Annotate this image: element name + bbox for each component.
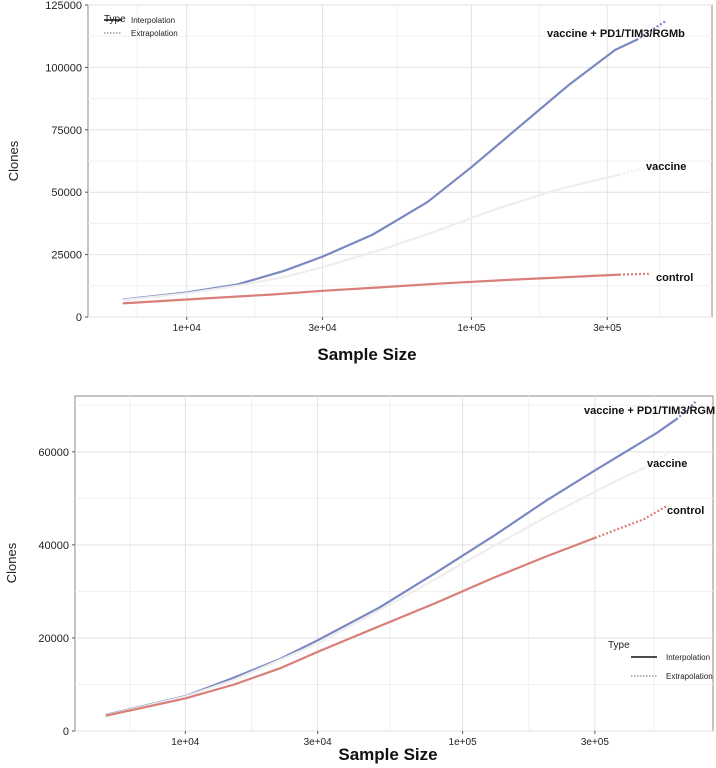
y-tick-label: 40000 (38, 540, 69, 552)
legend-label: Extrapolation (131, 29, 178, 38)
series-line-interpolation (122, 173, 621, 302)
series-vaccine-pd1-tim3-rgmb (122, 20, 666, 301)
x-tick-label: 1e+05 (457, 323, 486, 334)
y-tick-label: 100000 (45, 62, 82, 74)
y-tick-label: 75000 (51, 125, 82, 137)
series-label: control (656, 272, 693, 284)
series-label: control (667, 505, 704, 517)
y-tick-label: 60000 (38, 447, 69, 459)
x-tick-label: 1e+04 (173, 323, 202, 334)
major-grid (75, 396, 713, 732)
x-tick-label: 3e+04 (304, 737, 333, 748)
series-control (105, 504, 669, 717)
y-tick-label: 0 (63, 726, 69, 738)
series-line-extrapolation (635, 20, 666, 41)
x-tick-label: 3e+05 (593, 323, 622, 334)
chart-bottom: 1e+04 3e+04 1e+05 3e+05 0 20000 40000 60000 vacc… (4, 395, 715, 764)
series-line-extrapolation (643, 450, 671, 470)
series-line-extrapolation (594, 504, 669, 539)
x-axis-title: Sample Size (338, 745, 437, 764)
y-tick-label: 20000 (38, 633, 69, 645)
legend-title: Type (608, 640, 630, 651)
x-tick-label: 3e+04 (309, 323, 338, 334)
series-line-interpolation (105, 418, 678, 716)
y-tick-label: 0 (76, 312, 82, 324)
chart-top: 1e+04 3e+04 1e+05 3e+05 0 25000 50000 75000 1000… (6, 0, 713, 364)
series-vaccine-pd1-tim3-rgm (105, 399, 698, 716)
y-tick-label: 25000 (51, 250, 82, 262)
series-label: vaccine (646, 161, 686, 173)
series-line-interpolation (122, 38, 638, 301)
series-label: vaccine + PD1/TIM3/RGM (584, 405, 715, 417)
y-tick-label: 50000 (51, 187, 82, 199)
series-label: vaccine + PD1/TIM3/RGMb (547, 28, 685, 40)
series-line-interpolation (122, 273, 621, 305)
y-tick-label: 125000 (45, 0, 82, 12)
series-label: vaccine (647, 458, 687, 470)
y-axis-title: Clones (4, 542, 19, 583)
x-tick-label: 3e+05 (581, 737, 610, 748)
series-line-extrapolation (675, 399, 698, 421)
legend: Type Interpolation Extrapolation (608, 640, 713, 681)
legend-label: Interpolation (131, 16, 175, 25)
series-control (122, 272, 649, 305)
series-line-extrapolation (618, 163, 658, 176)
plot-area (74, 395, 714, 732)
legend-label: Extrapolation (666, 672, 713, 681)
series-line-interpolation (105, 536, 597, 717)
chart-panel-bottom: 1e+04 3e+04 1e+05 3e+05 0 20000 40000 60000 vacc… (0, 384, 716, 768)
series-line-interpolation (105, 466, 645, 717)
series-vaccine (105, 450, 671, 717)
legend-label: Interpolation (666, 653, 710, 662)
x-tick-label: 1e+04 (171, 737, 200, 748)
x-tick-label: 1e+05 (449, 737, 478, 748)
series-vaccine (122, 163, 658, 302)
x-axis-title: Sample Size (317, 345, 416, 364)
chart-panel-top: 1e+04 3e+04 1e+05 3e+05 0 25000 50000 75000 1000… (0, 0, 716, 368)
y-axis-title: Clones (6, 140, 21, 181)
series-line-extrapolation (618, 272, 649, 276)
